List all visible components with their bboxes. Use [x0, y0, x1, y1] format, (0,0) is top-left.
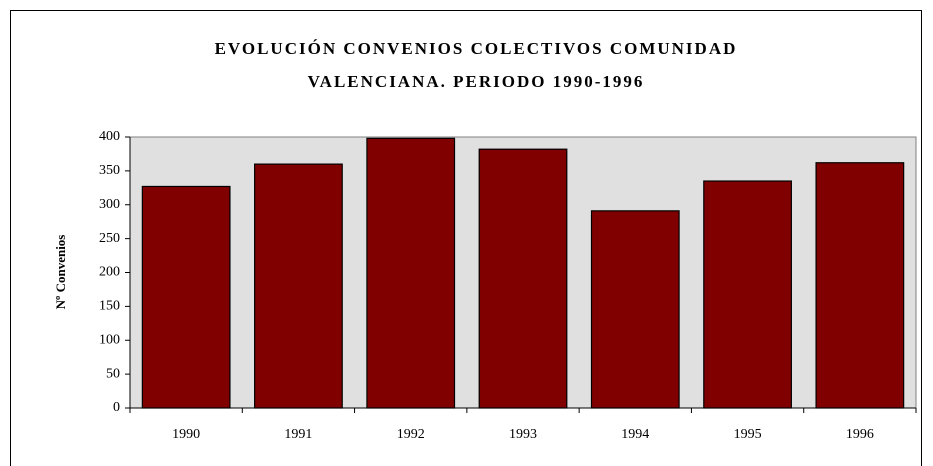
bar: [366, 137, 456, 409]
bar: [703, 180, 792, 409]
x-tick-label: 1990: [172, 427, 200, 442]
bar: [478, 148, 568, 409]
y-tick-label: 100: [99, 332, 120, 347]
bar: [815, 162, 905, 409]
x-tick-label: 1992: [397, 427, 425, 442]
x-tick-label: 1993: [509, 427, 537, 442]
x-tick-label: 1995: [734, 427, 762, 442]
x-tick-label: 1991: [284, 427, 312, 442]
y-tick-label: 300: [99, 197, 120, 212]
bar: [590, 210, 680, 409]
y-tick-label: 350: [99, 163, 120, 178]
y-tick-label: 0: [113, 400, 120, 415]
y-axis-label: Nº Convenios: [53, 235, 68, 310]
x-tick-label: 1994: [621, 427, 649, 442]
bar: [141, 185, 231, 409]
bar: [254, 163, 343, 409]
x-tick-label: 1996: [846, 427, 874, 442]
y-tick-label: 250: [99, 231, 120, 246]
chart-border: [10, 10, 922, 466]
y-tick-label: 50: [106, 366, 120, 381]
chart-title: EVOLUCIÓN CONVENIOS COLECTIVOS COMUNIDAD: [215, 39, 738, 58]
y-tick-label: 200: [99, 265, 120, 280]
y-tick-label: 400: [99, 129, 120, 144]
chart-title: VALENCIANA. PERIODO 1990-1996: [308, 72, 645, 91]
y-tick-label: 150: [99, 299, 120, 314]
